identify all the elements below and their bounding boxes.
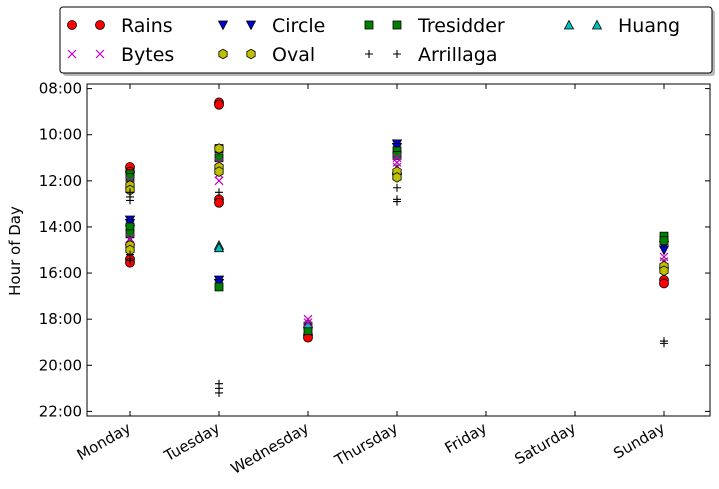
legend-marker [245,20,257,31]
plot-area: 08:00 10:00 12:00 14:00 16:00 18:00 20:00 22:00… [39,80,711,478]
legend-entry-arrillaga: Arrillaga [365,44,497,66]
data-point [303,318,313,328]
legend-marker [67,49,77,59]
legend-label: Huang [618,15,680,37]
data-point [214,166,224,177]
x-tick-label: Saturday [511,419,579,468]
legend-marker [95,49,105,59]
y-tick-label: 12:00 [39,172,82,190]
x-tick-label: Friday [442,419,490,457]
data-point [658,245,670,256]
legend-marker [392,20,402,30]
legend-label: Arrillaga [418,44,497,66]
legend-label: Rains [121,15,173,37]
data-point [303,314,313,324]
y-tick-label: 20:00 [39,356,82,374]
data-point [215,188,223,197]
legend-label: Bytes [121,44,174,66]
data-point [125,234,135,243]
legend-label: Oval [272,44,315,66]
legend-marker [67,20,77,30]
legend-marker [217,20,229,31]
series-oval [125,143,669,277]
legend-entry-rains: Rains [67,15,173,37]
data-point [214,143,224,154]
y-tick-label: 14:00 [39,218,82,236]
data-point [393,197,401,206]
data-point [659,236,669,246]
data-point [214,153,224,163]
data-point [126,196,134,205]
data-point [659,265,669,277]
x-tick-label: Wednesday [228,419,312,478]
data-point [392,151,402,160]
legend-marker [246,48,256,60]
data-point [659,278,669,289]
y-tick-label: 10:00 [39,126,82,144]
y-axis-label: Hour of Day [6,206,24,296]
legend-entry-tresidder: Tresidder [364,15,505,37]
x-tick-label: Sunday [610,419,668,463]
plot-frame [86,83,711,417]
y-tick-label: 22:00 [39,402,82,420]
legend-label: Tresidder [417,15,505,37]
data-point [213,242,225,253]
data-point [660,339,668,348]
legend-marker [393,50,401,58]
legend-entry-bytes: Bytes [67,44,174,66]
legend-entry-oval: Oval [218,44,315,66]
legend-marker [563,19,575,30]
x-tick-label: Monday [74,419,134,464]
data-point [214,282,224,292]
x-tick-label: Tuesday [160,419,223,466]
data-point [126,256,134,265]
legend-marker [218,48,228,60]
legend-entry-circle: Circle [217,15,325,37]
legend-entry-huang: Huang [563,15,680,37]
legend-label: Circle [272,15,325,37]
series-arrillaga [126,183,668,397]
data-point [392,172,402,183]
legend-marker [364,20,374,30]
legend-marker [591,19,603,30]
series-rains [125,97,669,343]
y-tick-label: 16:00 [39,264,82,282]
data-point [214,99,224,110]
y-tick-label: 18:00 [39,310,82,328]
data-point [215,388,223,397]
data-point [214,176,224,186]
x-tick-label: Thursday [331,419,401,470]
legend-marker [95,20,105,30]
legend-marker [365,50,373,58]
data-point [214,197,224,208]
y-tick-label: 08:00 [39,80,82,98]
data-point [393,183,401,192]
legend: Rains Circle Tresidder Huang Bytes Oval Arrill… [59,6,715,76]
